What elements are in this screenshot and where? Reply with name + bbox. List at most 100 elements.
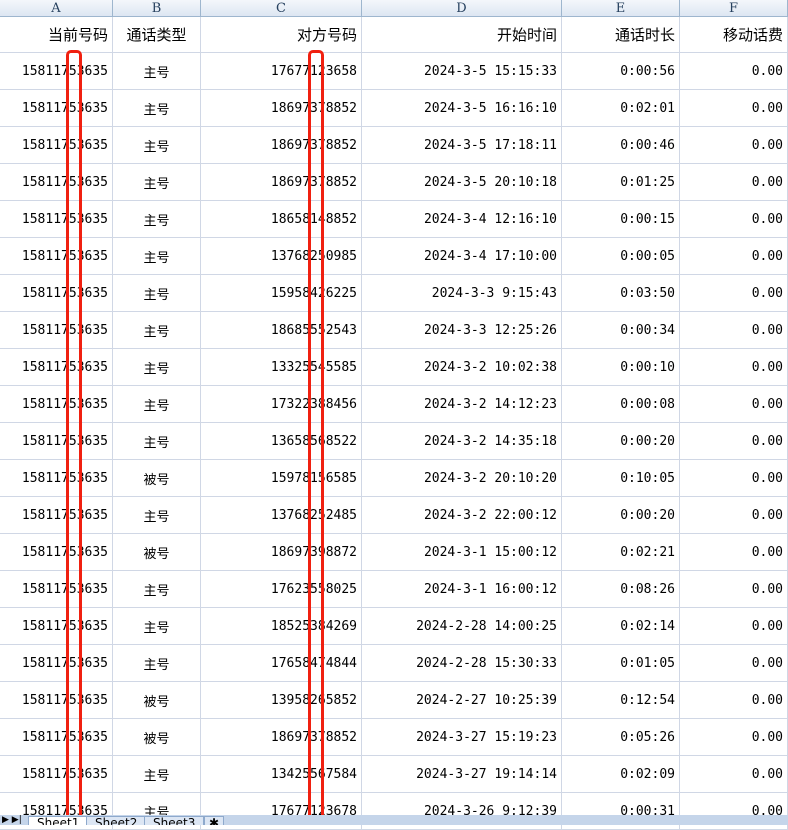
table-cell[interactable]: 2024-3-4 17:10:00 [362, 238, 562, 275]
column-header-d[interactable]: D [362, 0, 562, 17]
table-cell[interactable]: 主号 [113, 349, 201, 386]
table-cell[interactable]: 2024-2-28 15:30:33 [362, 645, 562, 682]
table-cell[interactable]: 0.00 [680, 312, 788, 349]
table-cell[interactable]: 0.00 [680, 238, 788, 275]
table-cell[interactable]: 0:05:26 [562, 719, 680, 756]
table-cell[interactable]: 2024-3-2 20:10:20 [362, 460, 562, 497]
table-cell[interactable]: 15811753635 [0, 164, 113, 201]
table-cell[interactable]: 0.00 [680, 275, 788, 312]
table-cell[interactable]: 13768252485 [201, 497, 362, 534]
table-cell[interactable]: 0:02:21 [562, 534, 680, 571]
table-cell[interactable]: 17658474844 [201, 645, 362, 682]
table-cell[interactable]: 15978156585 [201, 460, 362, 497]
sheet-tab-2[interactable]: Sheet2 [86, 816, 147, 825]
table-cell[interactable]: 0.00 [680, 719, 788, 756]
table-cell[interactable]: 2024-3-3 9:15:43 [362, 275, 562, 312]
table-cell[interactable]: 15811753635 [0, 275, 113, 312]
header-cell[interactable]: 通话时长 [562, 17, 680, 53]
table-cell[interactable]: 15811753635 [0, 460, 113, 497]
table-cell[interactable]: 2024-3-2 10:02:38 [362, 349, 562, 386]
table-cell[interactable]: 0.00 [680, 571, 788, 608]
table-cell[interactable]: 2024-3-5 16:16:10 [362, 90, 562, 127]
table-cell[interactable]: 2024-3-5 15:15:33 [362, 53, 562, 90]
table-cell[interactable]: 2024-2-28 14:00:25 [362, 608, 562, 645]
table-cell[interactable]: 2024-3-2 14:35:18 [362, 423, 562, 460]
table-cell[interactable]: 0:02:09 [562, 756, 680, 793]
table-cell[interactable]: 主号 [113, 127, 201, 164]
table-cell[interactable]: 0.00 [680, 534, 788, 571]
table-cell[interactable]: 0:10:05 [562, 460, 680, 497]
table-cell[interactable]: 15811753635 [0, 127, 113, 164]
header-cell[interactable]: 对方号码 [201, 17, 362, 53]
table-cell[interactable]: 0:00:56 [562, 53, 680, 90]
table-cell[interactable]: 主号 [113, 423, 201, 460]
sheet-tab-3[interactable]: Sheet3 [144, 816, 205, 825]
table-cell[interactable]: 15811753635 [0, 90, 113, 127]
table-cell[interactable]: 0.00 [680, 645, 788, 682]
column-header-a[interactable]: A [0, 0, 113, 17]
column-header-e[interactable]: E [562, 0, 680, 17]
header-cell[interactable]: 当前号码 [0, 17, 113, 53]
column-header-f[interactable]: F [680, 0, 788, 17]
table-cell[interactable]: 0:00:20 [562, 497, 680, 534]
table-cell[interactable]: 15811753635 [0, 608, 113, 645]
table-cell[interactable]: 17623558025 [201, 571, 362, 608]
insert-sheet-icon[interactable]: ✱ [204, 816, 225, 825]
table-cell[interactable]: 15811753635 [0, 238, 113, 275]
table-cell[interactable]: 15811753635 [0, 645, 113, 682]
table-cell[interactable]: 主号 [113, 201, 201, 238]
table-cell[interactable]: 0.00 [680, 349, 788, 386]
table-cell[interactable]: 0:03:50 [562, 275, 680, 312]
table-cell[interactable]: 0.00 [680, 90, 788, 127]
table-cell[interactable]: 2024-3-5 20:10:18 [362, 164, 562, 201]
table-cell[interactable]: 0.00 [680, 608, 788, 645]
table-cell[interactable]: 13425567584 [201, 756, 362, 793]
table-cell[interactable]: 0:12:54 [562, 682, 680, 719]
table-cell[interactable]: 13325545585 [201, 349, 362, 386]
table-cell[interactable]: 0.00 [680, 201, 788, 238]
table-cell[interactable]: 15811753635 [0, 719, 113, 756]
table-cell[interactable]: 15811753635 [0, 53, 113, 90]
table-cell[interactable]: 2024-3-5 17:18:11 [362, 127, 562, 164]
table-cell[interactable]: 0:00:10 [562, 349, 680, 386]
table-cell[interactable]: 0:02:14 [562, 608, 680, 645]
table-cell[interactable]: 主号 [113, 53, 201, 90]
table-cell[interactable]: 18697378852 [201, 90, 362, 127]
column-header-c[interactable]: C [201, 0, 362, 17]
table-cell[interactable]: 0.00 [680, 497, 788, 534]
table-cell[interactable]: 0:00:15 [562, 201, 680, 238]
table-cell[interactable]: 18697398872 [201, 534, 362, 571]
table-cell[interactable]: 主号 [113, 497, 201, 534]
table-cell[interactable]: 15811753635 [0, 497, 113, 534]
column-header-b[interactable]: B [113, 0, 201, 17]
table-cell[interactable]: 0.00 [680, 53, 788, 90]
tab-nav-arrows-icon[interactable]: ▶ ▶| [2, 815, 22, 825]
table-cell[interactable]: 0.00 [680, 127, 788, 164]
table-cell[interactable]: 2024-3-2 22:00:12 [362, 497, 562, 534]
table-cell[interactable]: 0:08:26 [562, 571, 680, 608]
table-cell[interactable]: 2024-3-1 15:00:12 [362, 534, 562, 571]
table-cell[interactable]: 15811753635 [0, 386, 113, 423]
table-cell[interactable]: 18697378852 [201, 164, 362, 201]
table-cell[interactable]: 2024-3-27 15:19:23 [362, 719, 562, 756]
table-cell[interactable]: 18685552543 [201, 312, 362, 349]
table-cell[interactable]: 主号 [113, 645, 201, 682]
table-cell[interactable]: 2024-3-1 16:00:12 [362, 571, 562, 608]
table-cell[interactable]: 2024-3-2 14:12:23 [362, 386, 562, 423]
table-cell[interactable]: 0:00:05 [562, 238, 680, 275]
table-cell[interactable]: 13768250985 [201, 238, 362, 275]
table-cell[interactable]: 2024-3-3 12:25:26 [362, 312, 562, 349]
table-cell[interactable]: 主号 [113, 238, 201, 275]
table-cell[interactable]: 主号 [113, 275, 201, 312]
table-cell[interactable]: 15811753635 [0, 682, 113, 719]
header-cell[interactable]: 开始时间 [362, 17, 562, 53]
table-cell[interactable]: 被号 [113, 460, 201, 497]
table-cell[interactable]: 2024-2-27 10:25:39 [362, 682, 562, 719]
table-cell[interactable]: 主号 [113, 756, 201, 793]
table-cell[interactable]: 0:01:05 [562, 645, 680, 682]
table-cell[interactable]: 0.00 [680, 460, 788, 497]
table-cell[interactable]: 15811753635 [0, 201, 113, 238]
table-cell[interactable]: 被号 [113, 682, 201, 719]
table-cell[interactable]: 17677123658 [201, 53, 362, 90]
table-cell[interactable]: 0.00 [680, 386, 788, 423]
